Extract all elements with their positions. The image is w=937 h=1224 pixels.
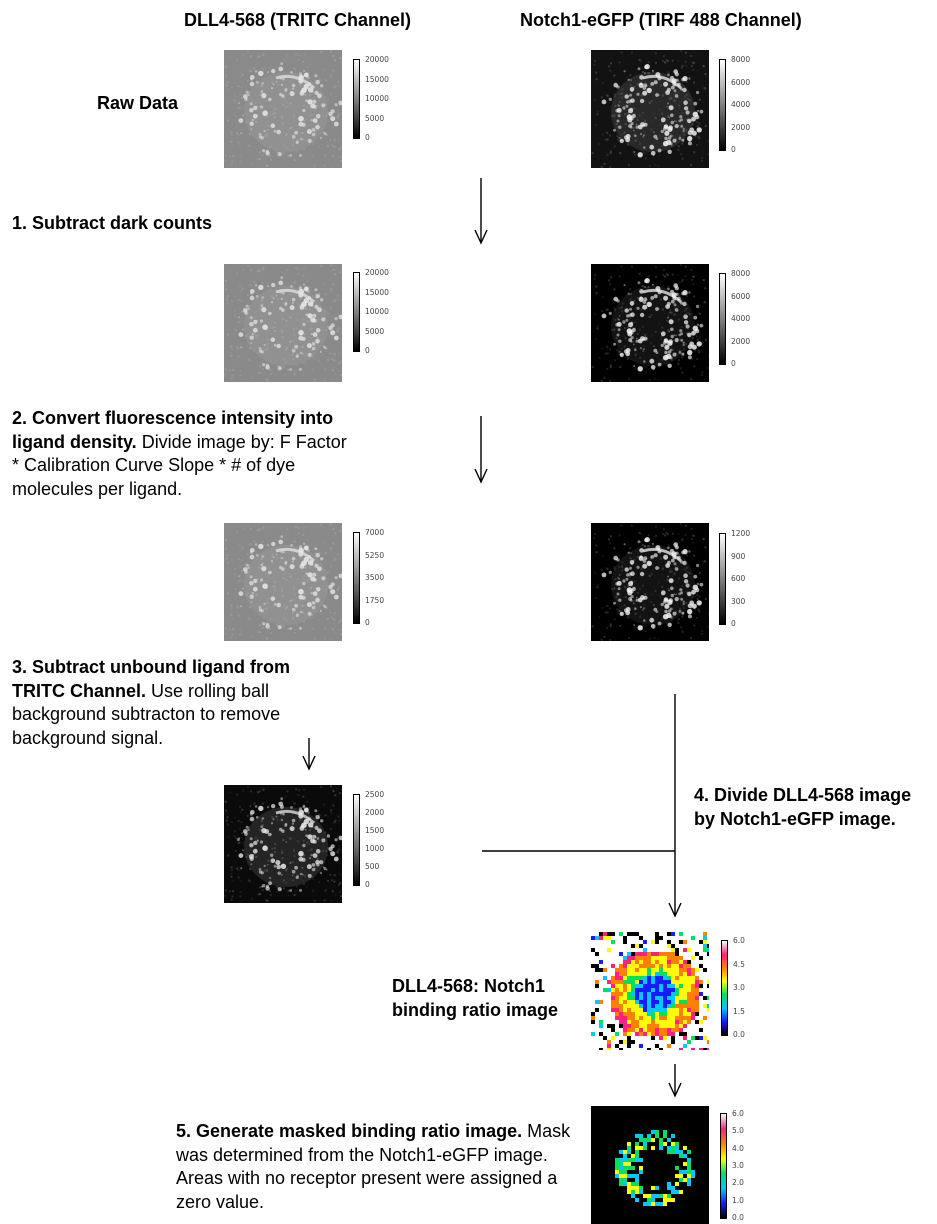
masked-binding-ratio-image (591, 1106, 709, 1224)
colorbar-tick-label: 2000 (731, 336, 751, 346)
colorbar-gradient (353, 532, 360, 624)
step-4-text: 4. Divide DLL4-568 image by Notch1-eGFP … (694, 784, 937, 831)
colorbar-tick-label: 3.0 (733, 983, 745, 992)
step-3-body: Use rolling ball background subtracton t… (12, 680, 281, 748)
colorbar-tick-label: 2.0 (732, 1178, 744, 1188)
colorbar-tick-label: 0 (731, 145, 736, 154)
colorbar-tick-label: 1500 (365, 826, 385, 835)
colorbar-tick-label: 5250 (365, 550, 385, 560)
tritc-density-image (224, 523, 342, 641)
colorbar-gradient (721, 940, 728, 1036)
arrow-step5 (668, 1064, 682, 1098)
colorbar-tick-label: 0.0 (733, 1030, 745, 1039)
colorbar-tick-label: 0 (365, 880, 370, 889)
colorbar-tick-label: 300 (731, 596, 746, 606)
gfp-raw-image (591, 50, 709, 168)
colorbar-tick-label: 500 (365, 862, 380, 871)
step-5-body: Mask was determined from the Notch1-eGFP… (176, 1121, 571, 1212)
colorbar-gradient (720, 1113, 727, 1219)
colorbar-tick-label: 8000 (731, 269, 751, 278)
colorbar-tick-label: 0 (731, 359, 736, 368)
arrow-step3 (302, 738, 316, 771)
colorbar-tick-label: 15000 (365, 287, 389, 297)
colorbar-tick-label: 6.0 (732, 1109, 744, 1118)
colorbar-tick-label: 1200 (731, 529, 751, 538)
step-2-title: 2. Convert fluorescence intensity into l… (12, 408, 334, 452)
step-2-text: 2. Convert fluorescence intensity into l… (12, 407, 352, 501)
step-5-text: 5. Generate masked binding ratio image. … (176, 1120, 576, 1214)
step-3-title: 3. Subtract unbound ligand from TRITC Ch… (12, 657, 290, 701)
colorbar-gradient (353, 59, 360, 139)
colorbar-tick-label: 20000 (365, 268, 389, 277)
merge-connector (482, 694, 682, 918)
colorbar-tick-label: 0 (365, 618, 370, 627)
arrow-step2 (474, 416, 488, 484)
colorbar-tick-label: 4.0 (732, 1143, 744, 1153)
colorbar-tick-label: 5.0 (732, 1126, 744, 1136)
colorbar-gradient (353, 272, 360, 352)
colorbar-tick-label: 15000 (365, 74, 389, 84)
colorbar-tick-label: 0.0 (732, 1213, 744, 1222)
colorbar-tick-label: 1.5 (733, 1006, 745, 1016)
ratio-image-label: DLL4-568: Notch1 binding ratio image (392, 976, 559, 1020)
colorbar-tick-label: 3500 (365, 573, 385, 582)
header-dll4: DLL4-568 (TRITC Channel) (184, 10, 412, 30)
colorbar-tick-label: 0 (365, 133, 370, 142)
colorbar-tick-label: 2000 (365, 808, 385, 817)
colorbar-tick-label: 600 (731, 574, 746, 583)
step-1-text: 1. Subtract dark counts (12, 212, 332, 236)
step-3-text: 3. Subtract unbound ligand from TRITC Ch… (12, 656, 334, 750)
colorbar-tick-label: 4000 (731, 314, 751, 323)
colorbar-tick-label: 20000 (365, 55, 389, 64)
colorbar-tick-label: 0 (731, 619, 736, 628)
colorbar-tick-label: 4.5 (733, 959, 745, 969)
colorbar-tick-label: 6000 (731, 77, 751, 87)
step-4-title: 4. Divide DLL4-568 image by Notch1-eGFP … (694, 785, 912, 829)
binding-ratio-image (591, 932, 709, 1050)
header-notch1: Notch1-eGFP (TIRF 488 Channel) (520, 10, 802, 30)
colorbar-tick-label: 6.0 (733, 936, 745, 945)
colorbar-tick-label: 6000 (731, 291, 751, 301)
colorbar-tick-label: 2000 (731, 122, 751, 132)
step-5-title: 5. Generate masked binding ratio image. (176, 1121, 523, 1141)
colorbar-tick-label: 8000 (731, 55, 751, 64)
colorbar-tick-label: 10000 (365, 94, 389, 103)
tritc-background-subtracted-image (224, 785, 342, 903)
colorbar-tick-label: 5000 (365, 326, 385, 336)
tritc-dark-subtracted-image (224, 264, 342, 382)
step-2-body: Divide image by: F Factor * Calibration … (12, 431, 347, 499)
colorbar-tick-label: 900 (731, 551, 746, 561)
colorbar-gradient (719, 273, 726, 365)
gfp-density-image (591, 523, 709, 641)
colorbar-tick-label: 1.0 (732, 1195, 744, 1205)
step-1-title: 1. Subtract dark counts (12, 213, 213, 233)
colorbar-gradient (719, 533, 726, 625)
colorbar-tick-label: 4000 (731, 100, 751, 109)
colorbar-tick-label: 1000 (365, 844, 385, 853)
colorbar-tick-label: 10000 (365, 307, 389, 316)
tritc-raw-image (224, 50, 342, 168)
colorbar-tick-label: 1750 (365, 595, 385, 605)
colorbar-tick-label: 5000 (365, 113, 385, 123)
raw-data-label: Raw Data (97, 93, 179, 113)
colorbar-tick-label: 2500 (365, 790, 385, 799)
colorbar-tick-label: 3.0 (732, 1161, 744, 1170)
colorbar-tick-label: 0 (365, 346, 370, 355)
colorbar-gradient (719, 59, 726, 151)
arrow-step1 (474, 178, 488, 245)
gfp-dark-subtracted-image (591, 264, 709, 382)
colorbar-gradient (353, 794, 360, 886)
colorbar-tick-label: 7000 (365, 528, 385, 537)
